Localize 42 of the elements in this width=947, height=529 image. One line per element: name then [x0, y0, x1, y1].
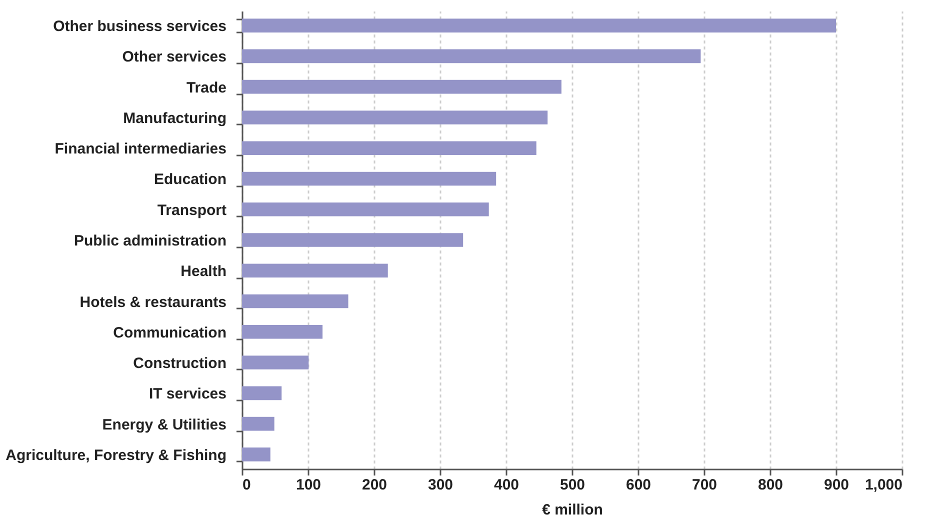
- x-tick-label: 700: [692, 476, 718, 494]
- y-tick-label: Health: [180, 263, 226, 280]
- x-tick-label: 900: [824, 476, 850, 494]
- bar: [242, 448, 270, 462]
- x-axis-title: € million: [542, 502, 603, 518]
- y-tick-label: Construction: [133, 355, 226, 372]
- y-tick-label: Other business services: [53, 18, 226, 36]
- y-tick-label: Hotels & restaurants: [80, 294, 226, 311]
- bar: [242, 386, 282, 400]
- bar: [242, 141, 536, 155]
- bar: [242, 172, 496, 186]
- x-tick-label: 300: [428, 476, 454, 494]
- bar: [242, 233, 464, 247]
- x-tick-label: 600: [626, 476, 652, 494]
- y-tick-label: Manufacturing: [123, 110, 226, 127]
- x-tick-label: 500: [560, 476, 586, 494]
- y-tick-label: Transport: [157, 202, 226, 219]
- x-tick-label: 100: [296, 476, 322, 494]
- y-tick-label: Trade: [186, 79, 226, 96]
- bar: [242, 49, 701, 64]
- bar: [242, 18, 836, 32]
- x-tick-label: 200: [362, 476, 388, 494]
- y-tick-label: Financial intermediaries: [54, 140, 226, 158]
- bar: [242, 264, 388, 278]
- y-tick-label: Public administration: [74, 232, 226, 250]
- y-tick-label: Education: [154, 171, 226, 188]
- bar: [242, 202, 489, 216]
- bar: [242, 325, 323, 339]
- y-tick-label: Energy & Utilities: [102, 416, 226, 434]
- x-tick-label: 400: [494, 476, 520, 494]
- bar: [242, 294, 348, 308]
- y-tick-label: IT services: [148, 386, 226, 403]
- y-tick-label: Communication: [113, 324, 226, 342]
- bar: [242, 416, 274, 431]
- bar: [242, 80, 562, 94]
- y-tick-label: Other services: [122, 48, 226, 66]
- x-tick-label: 800: [758, 476, 784, 494]
- x-tick-label: 1,000: [864, 476, 902, 494]
- x-tick-label: 0: [242, 476, 251, 494]
- y-tick-label: Agriculture, Forestry & Fishing: [6, 446, 226, 464]
- bar: [242, 356, 309, 370]
- bar: [242, 110, 548, 124]
